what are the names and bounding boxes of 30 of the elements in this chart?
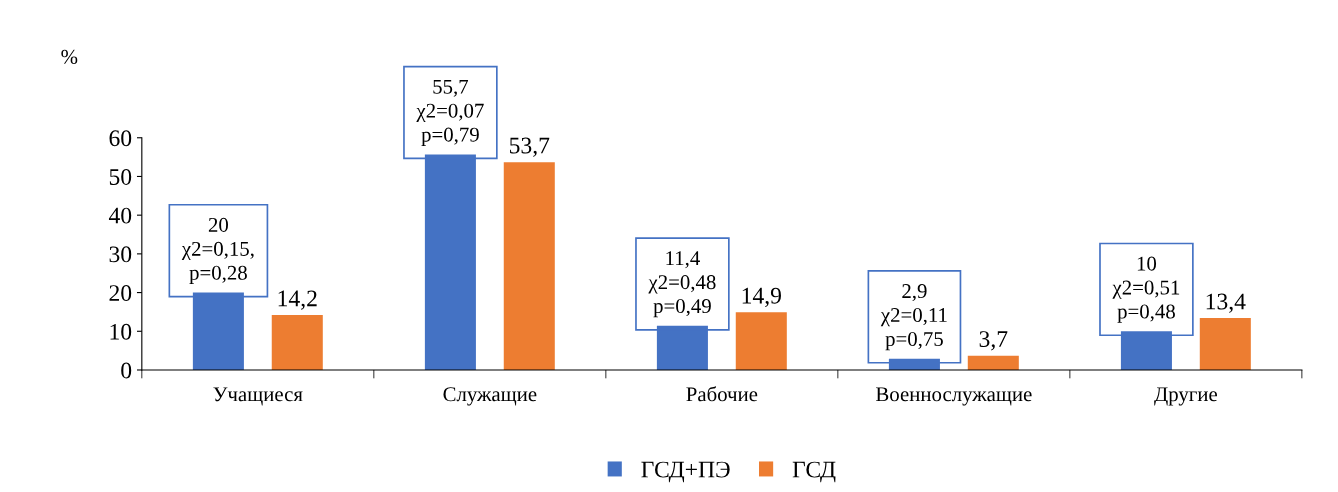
data-label: 55,7 χ2=0,07 p=0,79: [416, 79, 484, 146]
bar: [735, 312, 787, 370]
x-tick-label: Учащиеся: [213, 387, 303, 406]
data-label: 13,4: [1206, 293, 1246, 313]
data-label: 20 χ2=0,15, p=0,28: [181, 217, 254, 285]
data-label: 3,7: [979, 331, 1008, 351]
legend-label: ГСД+ПЭ: [641, 461, 730, 483]
x-tick-label: Другие: [1154, 387, 1217, 406]
data-label: 14,2: [278, 290, 317, 310]
y-tick-label: 40: [108, 207, 132, 224]
bar: [503, 162, 555, 370]
x-tick-label: Рабочие: [686, 386, 758, 402]
data-label: 53,7: [510, 137, 550, 157]
y-tick-label: 60: [109, 130, 132, 147]
y-tick-label: 10: [110, 323, 132, 340]
data-label: 14,9: [742, 287, 781, 308]
bar: [967, 355, 1019, 370]
data-label: 2,9 χ2=0,11 p=0,75: [880, 284, 947, 351]
x-tick-label: Служащие: [443, 387, 537, 406]
bar: [271, 315, 323, 370]
data-label: 10 χ2=0,51 p=0,48: [1112, 256, 1180, 323]
y-tick-label: 50: [109, 168, 132, 185]
x-tick-label: Военнослужащие: [876, 387, 1032, 406]
data-label: 11,4 χ2=0,48 p=0,49: [648, 251, 716, 318]
legend-label: ГСД: [792, 461, 836, 483]
y-tick-label: 20: [109, 285, 132, 301]
bar: [1199, 318, 1251, 370]
y-axis-title: %: [61, 49, 78, 64]
y-tick-label: 0: [121, 362, 132, 379]
y-tick-label: 30: [109, 246, 132, 263]
